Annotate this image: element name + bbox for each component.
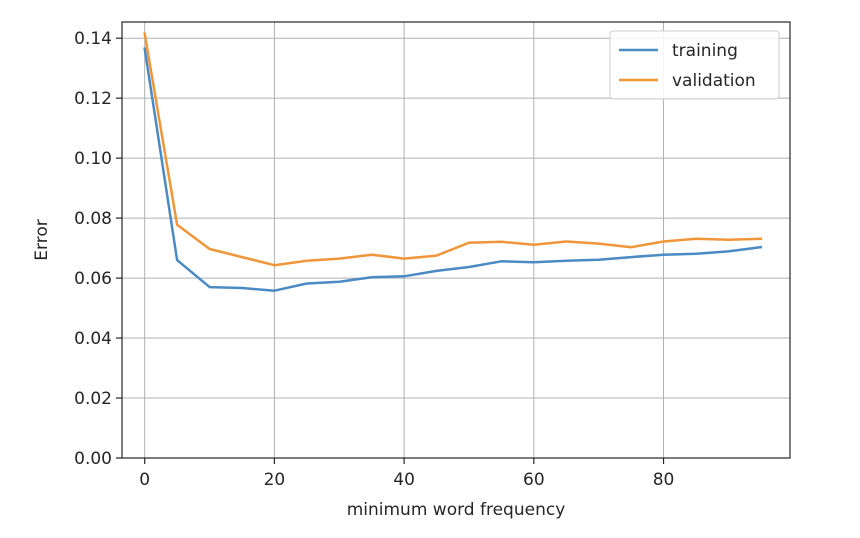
- y-tick-label: 0.04: [74, 329, 112, 349]
- legend-box: [609, 30, 780, 100]
- y-tick-label: 0.10: [74, 149, 112, 169]
- legend-label-training: training: [672, 41, 738, 61]
- plot-frame: [121, 21, 791, 459]
- y-axis-title: Error: [32, 219, 52, 260]
- y-tick-label: 0.12: [74, 89, 112, 109]
- y-tick-label: 0.08: [74, 209, 112, 229]
- x-tick-label: 80: [653, 470, 675, 490]
- y-tick-label: 0.14: [74, 29, 112, 49]
- series-layer: [143, 32, 763, 292]
- legend: training validation: [609, 30, 780, 100]
- x-axis-title: minimum word frequency: [347, 500, 566, 520]
- tick-layer: 0 20 40 60 80 0.00 0.02 0.04 0.06 0.08 0.10 0.12 0.1…: [74, 29, 674, 490]
- series-line-training: [143, 47, 763, 292]
- y-tick-label: 0.02: [74, 389, 112, 409]
- x-tick-label: 20: [264, 470, 286, 490]
- y-tick-label: 0.06: [74, 269, 112, 289]
- x-tick-label: 60: [523, 470, 545, 490]
- series-line-validation: [143, 32, 763, 267]
- legend-label-validation: validation: [672, 71, 756, 91]
- y-tick-label: 0.00: [74, 449, 112, 469]
- x-tick-label: 0: [139, 470, 150, 490]
- x-tick-label: 40: [393, 470, 415, 490]
